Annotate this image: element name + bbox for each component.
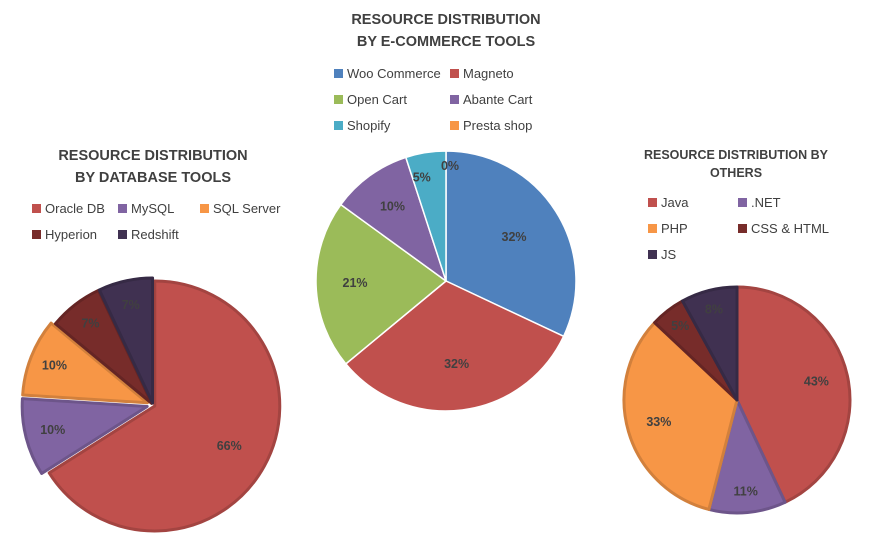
data-label: 10% <box>42 358 67 372</box>
legend-entry: Redshift <box>131 227 179 242</box>
pie-slice <box>97 276 155 405</box>
pie-slice <box>345 280 565 412</box>
data-label: 10% <box>380 200 405 214</box>
pie-slice <box>445 150 577 338</box>
data-label: 8% <box>705 303 723 317</box>
legend-swatch <box>200 204 209 213</box>
legend-entry: Abante Cart <box>463 92 533 107</box>
pie-slices <box>622 285 852 515</box>
pie-chart-1: RESOURCE DISTRIBUTION BY DATABASE TOOLS Or… <box>20 148 282 533</box>
legend-entry: .NET <box>751 195 781 210</box>
data-label: 7% <box>122 298 140 312</box>
legend-swatch <box>32 230 41 239</box>
chart-title: OTHERS <box>710 166 762 180</box>
pie-slice <box>340 156 447 282</box>
legend-swatch <box>648 224 657 233</box>
data-label: 11% <box>734 485 758 499</box>
data-label: 10% <box>40 423 65 437</box>
legend-entry: Woo Commerce <box>347 66 441 81</box>
data-label: 5% <box>671 319 689 333</box>
legend-entry: CSS & HTML <box>751 221 829 236</box>
chart-title: BY E-COMMERCE TOOLS <box>357 34 536 50</box>
pie-slice <box>681 285 739 402</box>
legend-swatch <box>32 204 41 213</box>
legend-entry: Presta shop <box>463 118 532 133</box>
data-label: 5% <box>413 171 431 185</box>
pie-slice <box>47 279 282 533</box>
legend-swatch <box>450 121 459 130</box>
pie-slices <box>20 276 282 533</box>
data-label: 33% <box>646 415 671 429</box>
legend-entry: Oracle DB <box>45 201 105 216</box>
legend-entry: Shopify <box>347 118 391 133</box>
legend-entry: Hyperion <box>45 227 97 242</box>
legend-swatch <box>334 69 343 78</box>
chart-title: BY DATABASE TOOLS <box>75 170 231 186</box>
data-label: 21% <box>343 276 368 290</box>
pie-slice <box>405 150 447 282</box>
legend-entry: SQL Server <box>213 201 281 216</box>
legend-swatch <box>648 250 657 259</box>
chart-title: RESOURCE DISTRIBUTION <box>58 148 247 164</box>
pie-slice <box>735 285 852 504</box>
legend-entry: Open Cart <box>347 92 407 107</box>
chart-title: RESOURCE DISTRIBUTION BY <box>644 148 829 162</box>
legend-entry: PHP <box>661 221 688 236</box>
data-label: 0% <box>441 159 459 173</box>
pie-slice <box>707 398 787 515</box>
data-label: 32% <box>502 230 527 244</box>
legend-swatch <box>334 95 343 104</box>
data-label: 7% <box>81 317 99 331</box>
legend-swatch <box>118 204 127 213</box>
legend-entry: Magneto <box>463 66 514 81</box>
pie-slices <box>315 150 577 412</box>
data-label: 43% <box>804 375 829 389</box>
legend-swatch <box>450 95 459 104</box>
legend-swatch <box>118 230 127 239</box>
legend-entry: Java <box>661 195 689 210</box>
legend-entry: MySQL <box>131 201 174 216</box>
legend-swatch <box>450 69 459 78</box>
legend-swatch <box>648 198 657 207</box>
legend-swatch <box>334 121 343 130</box>
legend-swatch <box>738 224 747 233</box>
pie-chart-3: RESOURCE DISTRIBUTION BY OTHERS Java .NET PH… <box>622 148 852 515</box>
data-label: 66% <box>217 439 242 453</box>
pie-chart-2: RESOURCE DISTRIBUTION BY E-COMMERCE TOOLS… <box>315 12 577 412</box>
data-label: 32% <box>444 357 469 371</box>
pie-slice <box>622 321 739 511</box>
pie-slice <box>21 321 149 405</box>
chart-title: RESOURCE DISTRIBUTION <box>351 12 540 28</box>
legend-entry: JS <box>661 247 677 262</box>
pie-slice <box>315 203 447 365</box>
pie-slice <box>20 397 149 475</box>
legend-swatch <box>738 198 747 207</box>
